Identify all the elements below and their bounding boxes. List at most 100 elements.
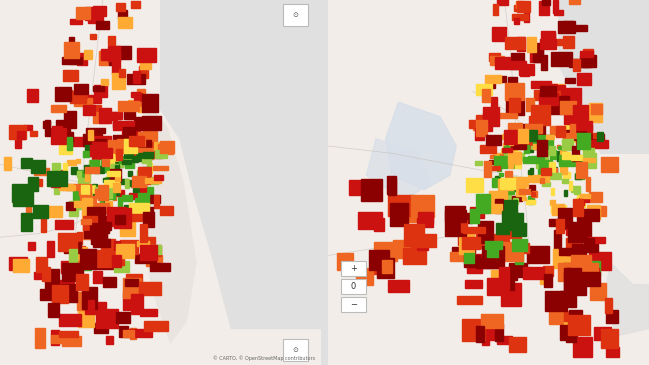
Bar — [95, 187, 104, 190]
Bar — [21, 158, 32, 168]
Bar — [78, 186, 86, 192]
Bar — [125, 279, 138, 286]
Bar — [546, 33, 556, 41]
Bar — [141, 160, 149, 163]
Bar — [105, 177, 108, 180]
Bar — [154, 195, 159, 208]
Bar — [573, 59, 580, 71]
Bar — [62, 264, 83, 281]
Bar — [555, 39, 571, 45]
Bar — [75, 170, 84, 173]
Bar — [567, 266, 587, 282]
Bar — [115, 177, 120, 181]
Bar — [125, 178, 129, 188]
Bar — [505, 82, 524, 100]
Bar — [558, 263, 580, 281]
Bar — [504, 130, 518, 145]
Bar — [452, 247, 475, 258]
Bar — [577, 193, 586, 201]
Bar — [497, 336, 513, 344]
Bar — [104, 201, 112, 205]
Bar — [349, 180, 365, 195]
Bar — [117, 197, 121, 210]
Bar — [589, 252, 611, 270]
Bar — [62, 57, 82, 64]
Bar — [585, 177, 591, 191]
Bar — [570, 155, 582, 160]
Bar — [517, 1, 530, 12]
Bar — [125, 153, 135, 158]
Bar — [575, 159, 583, 164]
Bar — [31, 160, 45, 173]
Bar — [518, 137, 531, 143]
Bar — [369, 250, 389, 270]
Bar — [526, 200, 535, 204]
Bar — [93, 112, 108, 123]
Bar — [110, 182, 116, 188]
Bar — [45, 269, 59, 289]
Bar — [130, 180, 139, 186]
Bar — [482, 246, 504, 268]
Bar — [42, 267, 51, 281]
Bar — [149, 245, 160, 256]
Bar — [559, 155, 575, 166]
Bar — [569, 59, 589, 67]
Bar — [137, 102, 145, 110]
Bar — [108, 140, 119, 153]
Bar — [47, 241, 54, 257]
Bar — [495, 176, 500, 184]
Bar — [129, 193, 137, 199]
Bar — [131, 182, 140, 187]
Bar — [572, 146, 580, 161]
Bar — [515, 244, 523, 264]
Bar — [154, 142, 164, 150]
Bar — [508, 277, 514, 290]
Bar — [123, 124, 137, 134]
Bar — [83, 151, 89, 157]
Bar — [500, 177, 515, 189]
Bar — [106, 181, 111, 185]
Bar — [485, 246, 500, 263]
Bar — [141, 204, 147, 211]
Bar — [103, 220, 109, 233]
Bar — [124, 205, 134, 209]
Bar — [483, 113, 493, 131]
Bar — [131, 92, 140, 97]
Bar — [93, 271, 102, 283]
Bar — [122, 160, 131, 164]
Bar — [498, 173, 503, 176]
Bar — [74, 98, 92, 106]
Bar — [563, 21, 572, 27]
Bar — [15, 132, 21, 148]
Bar — [117, 178, 129, 184]
Bar — [374, 242, 397, 261]
Bar — [64, 42, 79, 58]
Bar — [77, 292, 86, 310]
Bar — [54, 183, 59, 194]
Bar — [108, 46, 121, 61]
Bar — [138, 193, 149, 205]
Bar — [524, 9, 529, 22]
Bar — [589, 192, 602, 202]
Bar — [123, 195, 132, 201]
Bar — [131, 139, 145, 146]
Bar — [487, 247, 498, 257]
Bar — [90, 223, 108, 233]
Bar — [549, 311, 569, 324]
Bar — [515, 124, 530, 138]
Bar — [573, 155, 582, 162]
Bar — [50, 280, 74, 300]
Bar — [522, 197, 526, 200]
Bar — [86, 192, 92, 202]
Bar — [509, 98, 520, 112]
Bar — [529, 185, 535, 193]
Bar — [445, 222, 466, 237]
Bar — [135, 197, 149, 208]
Bar — [587, 153, 596, 168]
Bar — [56, 120, 69, 131]
Bar — [113, 121, 121, 127]
Bar — [82, 287, 97, 309]
Bar — [556, 219, 566, 226]
Bar — [93, 265, 114, 269]
Bar — [541, 31, 556, 43]
